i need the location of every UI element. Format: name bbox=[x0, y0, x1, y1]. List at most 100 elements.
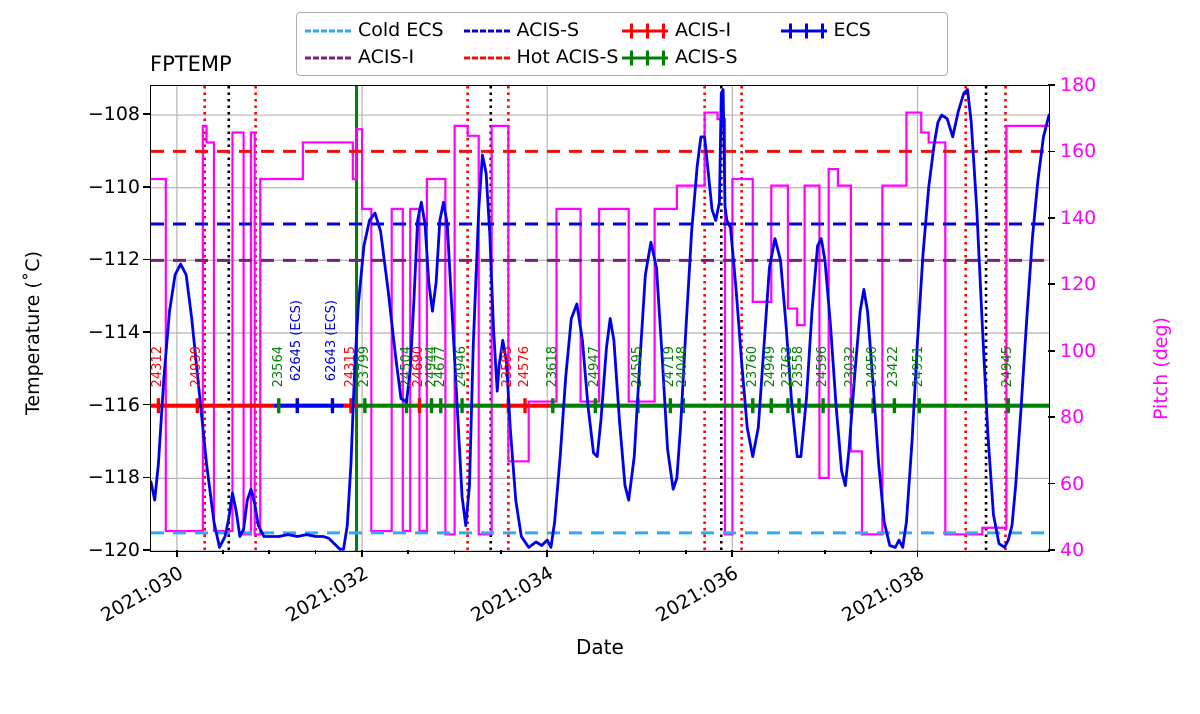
plot-overlay: 24312 24939 23564 62645 (ECS) 62643 (ECS) 243… bbox=[151, 86, 1049, 551]
obsid-label: 24312 bbox=[150, 345, 166, 388]
legend-label: ACIS-S bbox=[516, 19, 580, 41]
obsid-label: 24596 bbox=[815, 345, 831, 388]
y-tick-label-right: 40 bbox=[1060, 539, 1085, 561]
y-tick-label-right: 80 bbox=[1060, 406, 1085, 429]
x-tick-mark-minor bbox=[268, 550, 271, 554]
plot-area: 24312 24939 23564 62645 (ECS) 62643 (ECS) 243… bbox=[150, 85, 1050, 552]
y-tick-label-left: −118 bbox=[87, 466, 140, 489]
legend-swatch-icon bbox=[463, 23, 510, 39]
legend-label: ACIS-S bbox=[675, 46, 738, 68]
legend-swatch-icon bbox=[622, 50, 668, 66]
y-tick-mark-right bbox=[1048, 150, 1055, 153]
x-tick-mark-minor bbox=[407, 550, 409, 554]
x-tick-mark-minor bbox=[314, 550, 317, 554]
x-tick-label: 2021:030 bbox=[97, 562, 187, 627]
y-tick-label-left: −120 bbox=[87, 539, 140, 561]
obsid-label: 23799 bbox=[356, 345, 372, 388]
y-tick-label-left: −112 bbox=[87, 248, 140, 271]
y-tick-mark-left bbox=[143, 476, 150, 479]
obsid-label: 24949 bbox=[763, 345, 779, 388]
legend-item-hot-acis-s: Hot ACIS-S bbox=[463, 44, 623, 71]
legend-label: ECS bbox=[833, 19, 871, 41]
x-tick-mark bbox=[546, 550, 548, 557]
y-tick-mark-right bbox=[1048, 217, 1055, 219]
legend-swatch-icon bbox=[622, 23, 668, 39]
obsid-label: 24048 bbox=[675, 345, 691, 388]
x-tick-mark-minor bbox=[453, 550, 456, 554]
obsid-label: 23618 bbox=[544, 345, 560, 388]
x-tick-mark bbox=[175, 550, 178, 557]
x-tick-mark-minor bbox=[685, 550, 687, 554]
y-tick-mark-right bbox=[1048, 416, 1055, 418]
x-tick-mark-minor bbox=[823, 550, 826, 554]
y-tick-mark-left bbox=[143, 549, 150, 551]
y-tick-label-left: −114 bbox=[87, 321, 140, 344]
obsid-label: 24946 bbox=[454, 345, 470, 388]
obsid-label: 24939 bbox=[189, 345, 205, 388]
obsid-label: 24595 bbox=[629, 345, 645, 388]
y-tick-mark-right bbox=[1048, 482, 1055, 485]
obsid-label: 24951 bbox=[911, 345, 927, 388]
y-tick-mark-left bbox=[143, 258, 150, 261]
y-tick-label-right: 180 bbox=[1060, 74, 1097, 96]
obsid-label: 62645 (ECS) bbox=[289, 299, 305, 381]
plot-title: FPTEMP bbox=[150, 52, 232, 76]
x-tick-mark-minor bbox=[777, 550, 780, 554]
obsid-label: 62643 (ECS) bbox=[324, 299, 340, 381]
legend-item-acis-s: ACIS-S bbox=[622, 44, 781, 71]
obsid-label: 23564 bbox=[270, 345, 286, 388]
x-tick-mark bbox=[731, 550, 733, 557]
obsid-label: 24576 bbox=[517, 345, 532, 388]
legend-swatch-icon bbox=[305, 23, 351, 39]
obsid-label: 24315 bbox=[342, 345, 358, 388]
legend-label: ACIS-I bbox=[675, 19, 732, 41]
y-tick-label-right: 140 bbox=[1060, 206, 1097, 229]
y-tick-label-left: −110 bbox=[87, 175, 140, 198]
plot-canvas bbox=[151, 86, 1049, 551]
legend-label: Hot ACIS-S bbox=[516, 46, 619, 68]
legend-item-ecs: ECS bbox=[780, 17, 940, 44]
obsid-label: 23558 bbox=[791, 345, 807, 388]
x-tick-mark-minor bbox=[870, 550, 872, 554]
y-tick-label-left: −116 bbox=[87, 393, 140, 416]
x-tick-label: 2021:038 bbox=[837, 562, 928, 627]
x-tick-mark bbox=[361, 550, 363, 557]
y-axis-label-left: Temperature (˚C) bbox=[22, 251, 44, 415]
x-tick-label: 2021:034 bbox=[467, 562, 558, 627]
legend-item-acis-i: ACIS-I bbox=[305, 44, 464, 71]
x-tick-label: 2021:032 bbox=[282, 562, 373, 627]
x-tick-label: 2021:036 bbox=[652, 562, 743, 627]
y-tick-mark-left bbox=[143, 331, 150, 333]
obsid-label: 23422 bbox=[886, 345, 902, 388]
legend-item-acis-i: ACIS-I bbox=[622, 17, 781, 44]
x-tick-mark-minor bbox=[638, 550, 641, 554]
y-tick-label-left: −108 bbox=[87, 103, 140, 126]
x-axis-label: Date bbox=[576, 635, 624, 659]
obsid-label: 23032 bbox=[842, 345, 858, 388]
x-tick-mark-minor bbox=[592, 550, 595, 554]
y-tick-mark-left bbox=[143, 403, 150, 406]
legend-item-cold-ecs: Cold ECS bbox=[305, 17, 464, 44]
obsid-label: 24950 bbox=[865, 345, 881, 388]
y-tick-mark-right bbox=[1048, 283, 1055, 286]
legend-label: ACIS-I bbox=[358, 46, 415, 68]
x-tick-mark-minor bbox=[222, 550, 224, 554]
y-tick-mark-left bbox=[143, 113, 150, 115]
chart-legend: Cold ECS ACIS-S ACIS-I ECS ACIS-I Hot ACIS-S A… bbox=[296, 12, 948, 76]
legend-item-acis-s: ACIS-S bbox=[463, 17, 623, 44]
x-tick-mark bbox=[916, 550, 919, 557]
obsid-label: 24677 bbox=[432, 345, 448, 388]
y-tick-mark-right bbox=[1048, 549, 1055, 551]
y-tick-mark-right bbox=[1048, 84, 1055, 86]
legend-swatch-icon bbox=[780, 23, 827, 39]
x-tick-mark-minor bbox=[499, 550, 502, 554]
y-axis-label-right: Pitch (deg) bbox=[1150, 317, 1172, 420]
y-tick-label-right: 100 bbox=[1060, 339, 1097, 362]
y-tick-label-right: 160 bbox=[1060, 140, 1097, 163]
obsid-label: 24947 bbox=[587, 345, 603, 388]
obsid-label: 23760 bbox=[744, 345, 760, 388]
y-tick-label-right: 120 bbox=[1060, 273, 1097, 296]
legend-swatch-icon bbox=[463, 50, 510, 66]
legend-label: Cold ECS bbox=[358, 19, 444, 41]
